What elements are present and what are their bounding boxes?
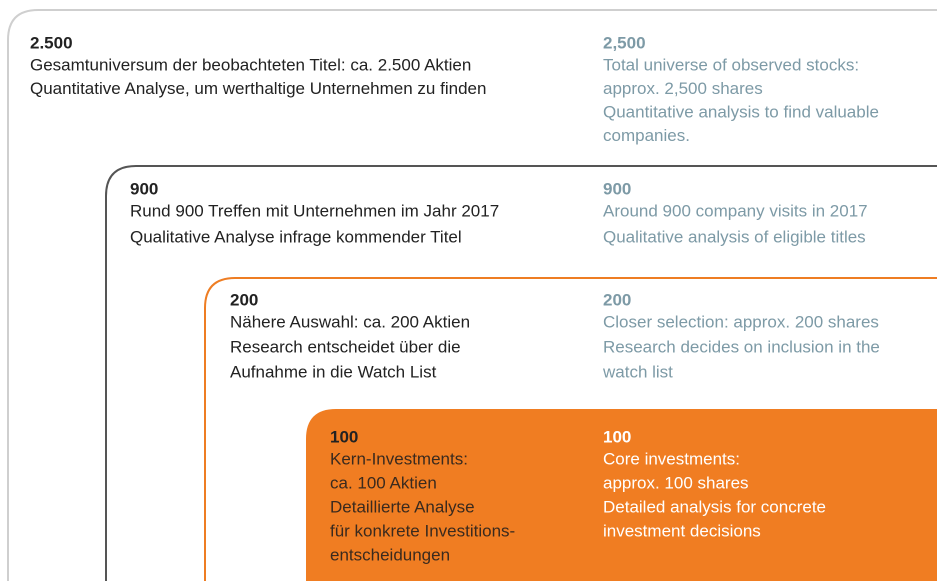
level-text-de: Gesamtuniversum der beobachteten Titel: … [30, 55, 471, 74]
level-number-de: 100 [330, 427, 358, 446]
level-text-de: entscheidungen [330, 545, 450, 564]
level-text-de: Quantitative Analyse, um werthaltige Unt… [30, 79, 486, 98]
level-number-de: 200 [230, 290, 258, 309]
level-text-en: Closer selection: approx. 200 shares [603, 312, 879, 331]
level-text-de: Detaillierte Analyse [330, 497, 475, 516]
level-text-en: investment decisions [603, 521, 761, 540]
level-text-en: Qualitative analysis of eligible titles [603, 227, 866, 246]
level-text-en: Core investments: [603, 449, 740, 468]
level-number-de: 2.500 [30, 33, 73, 52]
level-frame [7, 9, 937, 581]
level-number-en: 900 [603, 179, 631, 198]
level-frame [105, 165, 937, 581]
level-text-de: Nähere Auswahl: ca. 200 Aktien [230, 312, 470, 331]
level-text-de: Qualitative Analyse infrage kommender Ti… [130, 227, 462, 246]
level-text-en: approx. 100 shares [603, 473, 749, 492]
level-text-en: Quantitative analysis to find valuable [603, 102, 879, 121]
level-text-de: Aufnahme in die Watch List [230, 362, 437, 381]
level-text-en: Detailed analysis for concrete [603, 497, 826, 516]
level-text-en: Total universe of observed stocks: [603, 55, 859, 74]
level-text-en: Around 900 company visits in 2017 [603, 201, 868, 220]
level-number-de: 900 [130, 179, 158, 198]
level-text-en: Research decides on inclusion in the [603, 337, 880, 356]
level-frame [204, 277, 937, 581]
level-text-de: für konkrete Investitions- [330, 521, 515, 540]
level-box [306, 409, 937, 581]
level-text-de: Rund 900 Treffen mit Unternehmen im Jahr… [130, 201, 499, 220]
level-text-en: approx. 2,500 shares [603, 79, 763, 98]
level-text-de: ca. 100 Aktien [330, 473, 437, 492]
level-text-en: watch list [602, 362, 673, 381]
level-text-en: companies. [603, 126, 690, 145]
level-number-en: 2,500 [603, 33, 646, 52]
level-text-de: Kern-Investments: [330, 449, 468, 468]
level-text-de: Research entscheidet über die [230, 337, 461, 356]
level-number-en: 200 [603, 290, 631, 309]
level-number-en: 100 [603, 427, 631, 446]
